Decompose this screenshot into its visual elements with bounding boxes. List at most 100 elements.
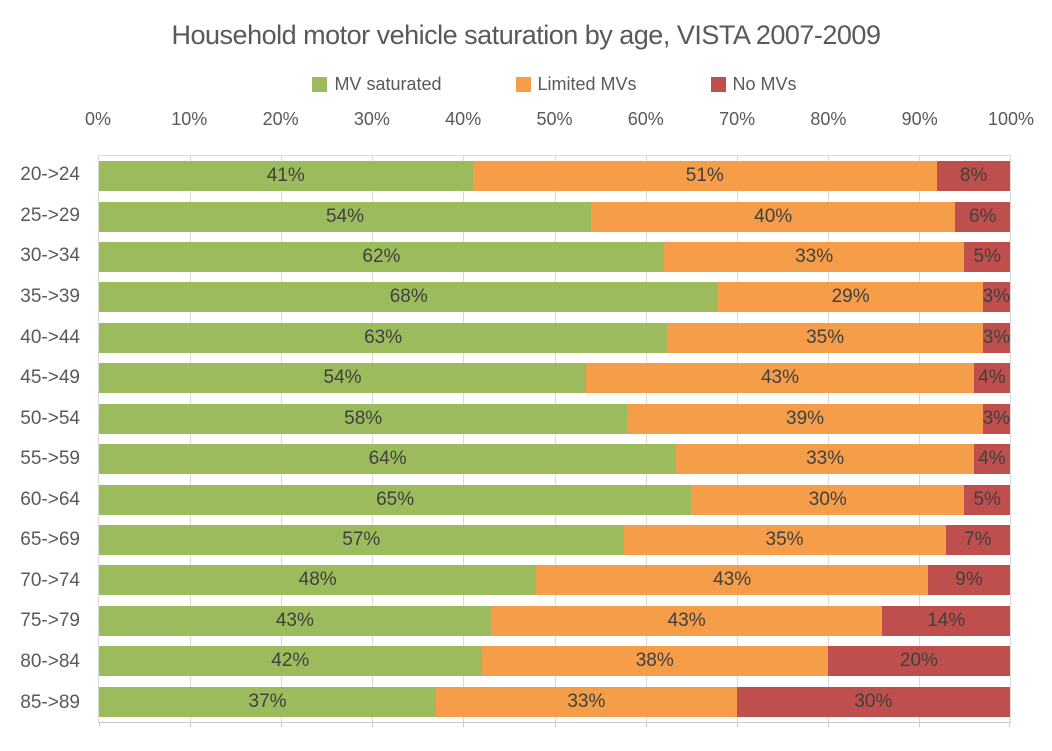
legend-swatch-red-icon	[710, 77, 726, 92]
chart-title: Household motor vehicle saturation by ag…	[171, 20, 881, 50]
y-axis-category-label: 80->84	[20, 651, 80, 673]
data-label: 4%	[978, 448, 1006, 470]
data-label: 37%	[248, 690, 287, 712]
gridline	[281, 156, 283, 722]
data-label: 35%	[765, 529, 804, 550]
bar-segment-no-mvs: 3%	[982, 282, 1011, 313]
bar-row: 58% 39% 3%	[99, 399, 1010, 439]
bar-segment-limited-mvs: 39%	[627, 403, 983, 434]
x-tick-label: 50%	[536, 109, 573, 129]
data-label: 9%	[955, 569, 983, 591]
data-label: 62%	[362, 246, 401, 268]
y-axis-category-label: 30->34	[20, 245, 80, 267]
legend-label-mv-saturated: MV saturated	[334, 74, 442, 94]
legend: MV saturated Limited MVs No MVs	[98, 74, 1011, 95]
legend-item-mv-saturated: MV saturated	[312, 74, 442, 95]
bar-segment-no-mvs: 4%	[973, 363, 1010, 394]
bar-segment-mv-saturated: 65%	[99, 484, 692, 515]
data-label: 30%	[854, 690, 893, 712]
data-label: 20%	[899, 650, 938, 672]
data-label: 57%	[342, 529, 381, 550]
bar-row: 41% 51% 8%	[99, 156, 1010, 196]
x-tick-label: 70%	[719, 109, 756, 129]
gridline	[736, 156, 738, 722]
bar-segment-limited-mvs: 33%	[676, 444, 974, 475]
bar-row: 43% 43% 14%	[99, 601, 1011, 641]
bar-segment-limited-mvs: 40%	[590, 201, 956, 232]
data-label: 41%	[266, 165, 305, 187]
stacked-bar: 57% 35% 7%	[99, 525, 1011, 555]
stacked-bar: 54% 40% 6%	[99, 201, 1010, 232]
x-axis-tick-mark	[372, 722, 374, 727]
bar-row: 48% 43% 9%	[99, 560, 1010, 600]
bar-segment-mv-saturated: 57%	[99, 525, 624, 555]
x-tick-label: 90%	[901, 109, 938, 129]
bar-segment-no-mvs: 9%	[928, 565, 1010, 596]
bar-segment-no-mvs: 7%	[945, 525, 1011, 555]
bar-segment-limited-mvs: 35%	[667, 322, 983, 353]
x-axis-labels: 0% 10% 20% 30% 40% 50% 60% 70% 80% 90% 100%	[85, 109, 1034, 135]
data-label: 3%	[982, 407, 1011, 429]
bar-segment-no-mvs: 6%	[955, 201, 1010, 232]
data-label: 65%	[376, 488, 415, 510]
y-axis-category-label: 75->79	[20, 610, 80, 632]
y-axis-category-label: 70->74	[20, 569, 80, 591]
stacked-bar: 42% 38% 20%	[99, 646, 1011, 677]
bar-segment-no-mvs: 8%	[937, 161, 1010, 192]
bar-segment-no-mvs: 20%	[827, 646, 1011, 677]
y-axis-category-label: 20->24	[20, 164, 80, 186]
legend-swatch-orange-icon	[515, 77, 531, 92]
x-tick-label: 10%	[171, 109, 208, 129]
stacked-bar: 58% 39% 3%	[99, 403, 1011, 434]
bar-segment-mv-saturated: 37%	[99, 686, 437, 717]
data-label: 29%	[831, 286, 870, 308]
legend-swatch-green-icon	[312, 77, 328, 92]
plot-area: 41% 51% 8% 54% 40% 6% 62% 33% 5% 68% 29% 3% 63% 35% 3%…	[98, 155, 1011, 727]
bar-segment-limited-mvs: 30%	[691, 484, 965, 515]
bar-segment-limited-mvs: 35%	[623, 525, 946, 555]
bar-segment-limited-mvs: 43%	[536, 565, 929, 596]
bar-segment-mv-saturated: 68%	[99, 282, 719, 313]
data-label: 3%	[982, 286, 1011, 308]
x-axis-tick-mark	[99, 722, 100, 727]
data-label: 39%	[786, 407, 825, 429]
x-axis-tick-mark	[190, 722, 192, 727]
x-tick-label: 20%	[262, 109, 299, 129]
x-tick-label: 60%	[627, 109, 664, 129]
data-label: 43%	[667, 609, 706, 631]
stacked-bar: 63% 35% 3%	[99, 322, 1011, 353]
bar-row: 54% 43% 4%	[99, 358, 1010, 398]
bar-segment-mv-saturated: 42%	[99, 646, 482, 677]
bars: 41% 51% 8% 54% 40% 6% 62% 33% 5% 68% 29% 3% 63% 35% 3%…	[99, 156, 1010, 722]
bar-row: 62% 33% 5%	[99, 237, 1010, 277]
data-label: 6%	[968, 205, 997, 227]
stacked-bar: 54% 43% 4%	[99, 363, 1010, 394]
data-label: 5%	[973, 488, 1001, 510]
bar-segment-no-mvs: 3%	[982, 403, 1011, 434]
x-tick-label: 40%	[445, 109, 482, 129]
x-axis-tick-mark	[827, 722, 829, 727]
bar-segment-mv-saturated: 64%	[99, 444, 677, 475]
gridline	[463, 156, 465, 722]
bar-segment-limited-mvs: 33%	[663, 242, 965, 273]
y-axis-category-label: 55->59	[20, 448, 80, 470]
bar-segment-no-mvs: 14%	[882, 605, 1011, 636]
data-label: 33%	[567, 690, 606, 712]
y-axis-category-label: 45->49	[20, 367, 80, 389]
bar-row: 42% 38% 20%	[99, 641, 1011, 681]
data-label: 54%	[325, 205, 364, 227]
bar-row: 57% 35% 7%	[99, 520, 1011, 560]
x-tick-label: 100%	[987, 109, 1035, 129]
data-label: 3%	[982, 326, 1011, 348]
data-label: 43%	[713, 569, 752, 591]
stacked-bar: 37% 33% 30%	[99, 686, 1010, 717]
data-label: 5%	[973, 246, 1001, 268]
y-axis-category-label: 35->39	[20, 285, 80, 307]
x-axis-tick-mark	[281, 722, 283, 727]
bar-segment-no-mvs: 30%	[736, 686, 1010, 717]
bar-segment-mv-saturated: 54%	[99, 201, 591, 232]
x-axis-tick-mark	[463, 722, 465, 727]
data-label: 42%	[271, 650, 310, 672]
bar-segment-mv-saturated: 54%	[99, 363, 587, 394]
data-label: 30%	[808, 488, 847, 510]
